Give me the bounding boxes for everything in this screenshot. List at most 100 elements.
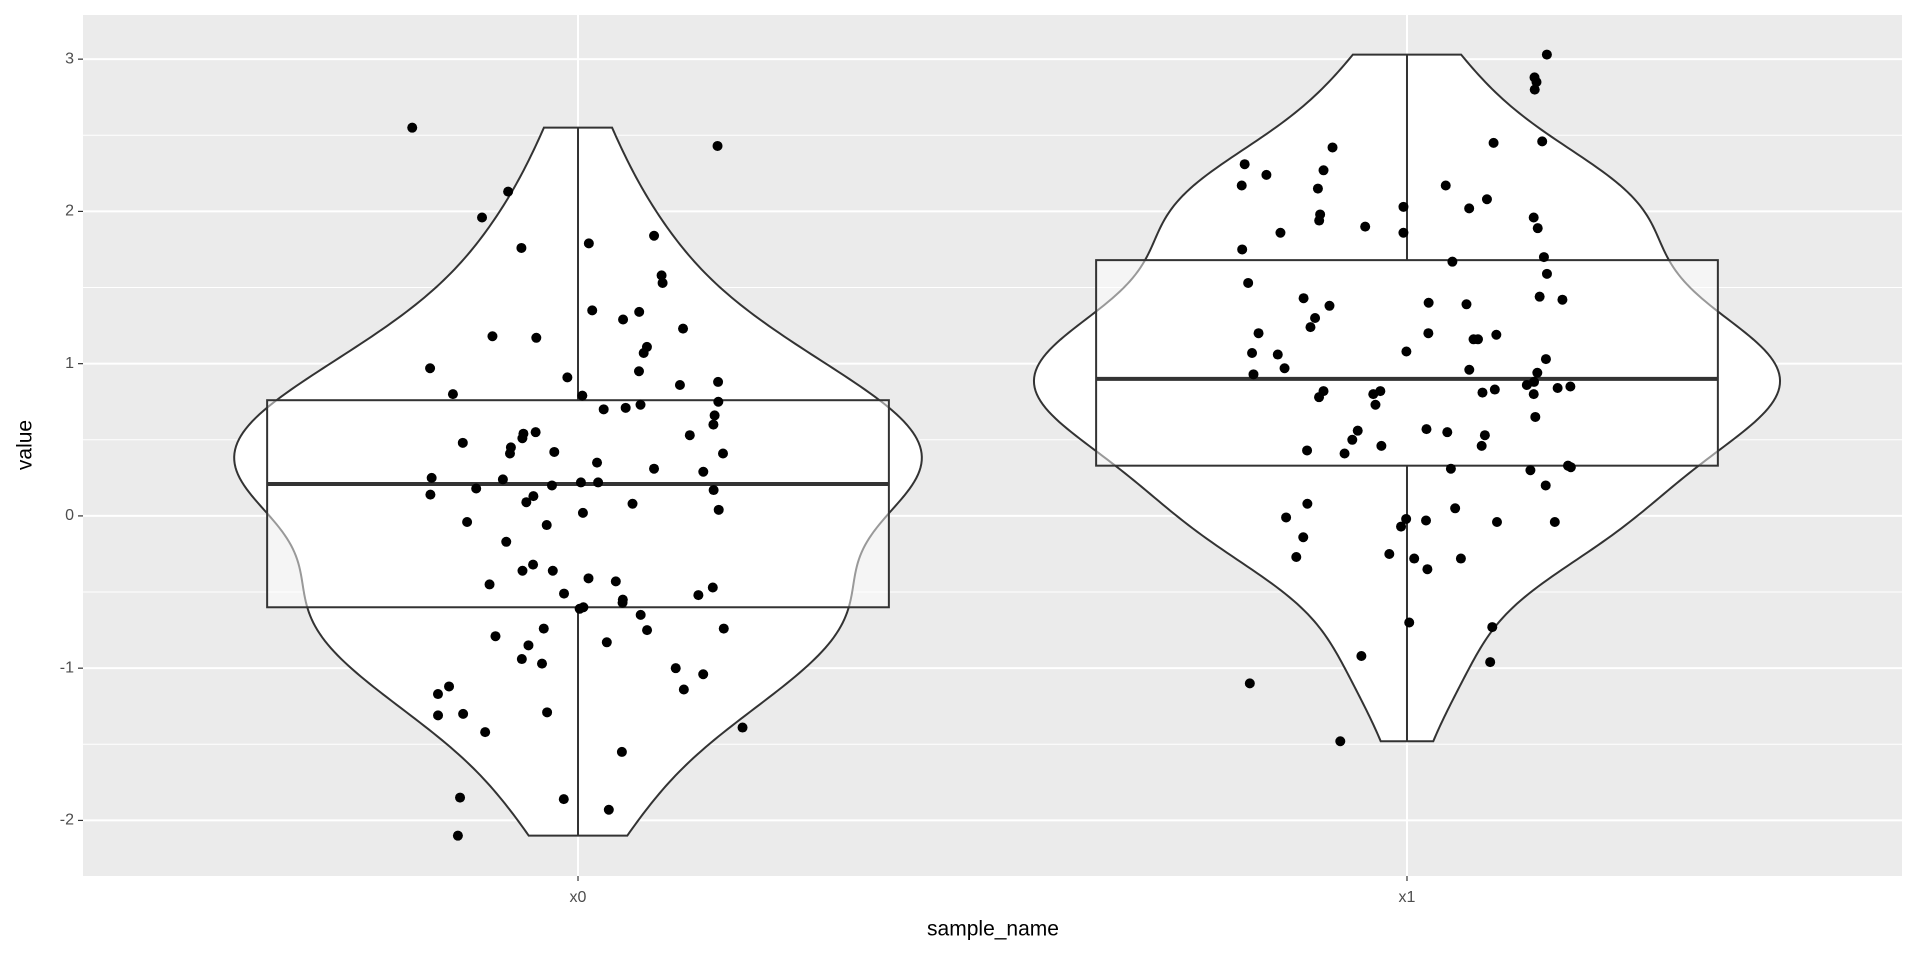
- point: [634, 306, 645, 317]
- point: [558, 794, 569, 805]
- point: [1472, 334, 1483, 345]
- point: [1398, 227, 1409, 238]
- point: [497, 474, 508, 485]
- point: [583, 573, 594, 584]
- point: [1356, 650, 1367, 661]
- point: [707, 582, 718, 593]
- point: [1488, 137, 1499, 148]
- point: [713, 504, 724, 515]
- point: [574, 603, 585, 614]
- point: [1302, 445, 1313, 456]
- point: [484, 579, 495, 590]
- point: [1312, 183, 1323, 194]
- point: [1549, 517, 1560, 528]
- point: [670, 663, 681, 674]
- point: [433, 710, 444, 721]
- point: [1247, 348, 1258, 359]
- point: [693, 590, 704, 601]
- point: [635, 399, 646, 410]
- point: [1272, 349, 1283, 360]
- point: [562, 372, 573, 383]
- point: [531, 332, 542, 343]
- point: [577, 390, 588, 401]
- point: [521, 497, 532, 508]
- point: [1450, 503, 1461, 514]
- point: [577, 507, 588, 518]
- point: [1479, 430, 1490, 441]
- point: [1528, 389, 1539, 400]
- point: [1253, 328, 1264, 339]
- x-tick-label: x0: [570, 889, 587, 906]
- point: [587, 305, 598, 316]
- point: [1481, 194, 1492, 205]
- point: [1532, 367, 1543, 378]
- point: [1398, 201, 1409, 212]
- point: [656, 270, 667, 281]
- point: [633, 366, 644, 377]
- point: [542, 707, 553, 718]
- point: [1477, 387, 1488, 398]
- point: [1552, 383, 1563, 394]
- point: [547, 565, 558, 576]
- point: [1298, 532, 1309, 543]
- point: [1409, 553, 1420, 564]
- point: [1565, 462, 1576, 473]
- point: [583, 238, 594, 249]
- point: [457, 437, 468, 448]
- point: [684, 430, 695, 441]
- point: [504, 448, 515, 459]
- point: [712, 140, 723, 151]
- point: [1310, 312, 1321, 323]
- point: [1376, 440, 1387, 451]
- point: [1485, 657, 1496, 668]
- point: [452, 830, 463, 841]
- point: [1423, 328, 1434, 339]
- point: [426, 472, 437, 483]
- point: [471, 483, 482, 494]
- point: [480, 727, 491, 738]
- point: [559, 588, 570, 599]
- point: [1491, 517, 1502, 528]
- point: [1534, 291, 1545, 302]
- point: [1237, 244, 1248, 255]
- point: [649, 463, 660, 474]
- point: [718, 623, 729, 634]
- y-tick-label: 0: [65, 507, 74, 524]
- point: [1261, 169, 1272, 180]
- point: [455, 792, 466, 803]
- point: [1324, 300, 1335, 311]
- point: [1314, 392, 1325, 403]
- point: [1368, 389, 1379, 400]
- point: [1461, 299, 1472, 310]
- point: [708, 485, 719, 496]
- point: [592, 457, 603, 468]
- point: [1279, 363, 1290, 374]
- point: [1404, 617, 1415, 628]
- point: [1521, 379, 1532, 390]
- x-axis-title: sample_name: [927, 918, 1059, 941]
- point: [1370, 399, 1381, 410]
- point: [627, 498, 638, 509]
- point: [1445, 463, 1456, 474]
- point: [1464, 364, 1475, 375]
- point: [1447, 256, 1458, 267]
- point: [1525, 465, 1536, 476]
- point: [610, 576, 621, 587]
- point: [678, 684, 689, 695]
- point: [1537, 136, 1548, 147]
- point: [1530, 411, 1541, 422]
- point: [649, 230, 660, 241]
- point: [617, 597, 628, 608]
- point: [1440, 180, 1451, 191]
- box: [1095, 259, 1719, 467]
- point: [490, 631, 501, 642]
- point: [1476, 440, 1487, 451]
- point: [616, 746, 627, 757]
- point: [1532, 223, 1543, 234]
- point: [575, 477, 586, 488]
- point: [523, 640, 534, 651]
- point: [638, 348, 649, 359]
- point: [1401, 513, 1412, 524]
- y-tick-label: -1: [60, 659, 74, 676]
